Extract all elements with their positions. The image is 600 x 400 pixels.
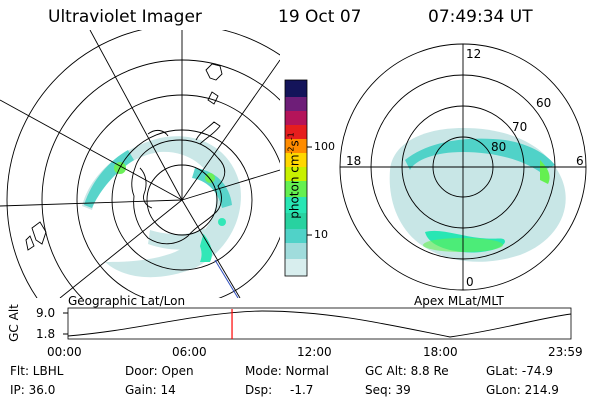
timeline-xtick-0600: 06:00 xyxy=(172,345,207,359)
colorbar-unit-label: photon cm-2s-1 xyxy=(286,132,302,219)
status-gain: Gain: 14 xyxy=(125,383,176,397)
timeline-xtick-1200: 12:00 xyxy=(297,345,332,359)
status-dsp-label: Dsp: xyxy=(245,383,273,397)
terminator-line xyxy=(214,259,239,298)
status-door: Door: Open xyxy=(125,364,194,378)
status-glat: GLat: -74.9 xyxy=(486,364,553,378)
colorbar-tick-10: 10 xyxy=(314,228,328,241)
date-label: 19 Oct 07 xyxy=(278,7,362,27)
timeline-ytick-low: 1.8 xyxy=(36,327,56,341)
altitude-timeline xyxy=(63,307,572,340)
geographic-map xyxy=(0,30,280,298)
altitude-curve xyxy=(67,310,572,338)
mlat-label-60: 60 xyxy=(536,96,552,110)
status-dsp-value: -1.7 xyxy=(290,383,314,397)
timeline-ylabel: GC Alt xyxy=(7,304,21,342)
status-gc-alt: GC Alt: 8.8 Re xyxy=(365,364,449,378)
status-ip: IP: 36.0 xyxy=(10,383,56,397)
status-mode: Mode: Normal xyxy=(245,364,329,378)
timeline-ytick-high: 9.0 xyxy=(36,306,56,320)
apex-map xyxy=(339,43,587,291)
aurora-emission-apex xyxy=(389,128,566,262)
mlt-label-0: 0 xyxy=(466,275,474,289)
status-glon: GLon: 214.9 xyxy=(486,383,559,397)
color-scale-bar xyxy=(284,79,312,277)
mlt-label-18: 18 xyxy=(346,154,362,168)
timeline-xtick-2359: 23:59 xyxy=(548,345,583,359)
status-filter: Flt: LBHL xyxy=(10,364,64,378)
status-seq: Seq: 39 xyxy=(365,383,411,397)
apex-panel-caption: Apex MLat/MLT xyxy=(414,294,504,308)
timeline-xtick-0000: 00:00 xyxy=(47,345,82,359)
mlt-label-12: 12 xyxy=(466,47,482,61)
colorbar-tick-100: 100 xyxy=(314,140,335,153)
instrument-title: Ultraviolet Imager xyxy=(48,7,202,27)
mlt-label-6: 6 xyxy=(576,154,584,168)
timeline-xtick-1800: 18:00 xyxy=(423,345,458,359)
geo-grid xyxy=(0,30,280,298)
apex-grid xyxy=(339,43,587,291)
time-label: 07:49:34 UT xyxy=(428,7,533,27)
geo-panel-caption: Geographic Lat/Lon xyxy=(68,294,186,308)
mlat-label-70: 70 xyxy=(512,120,528,134)
mlat-label-80: 80 xyxy=(491,140,507,154)
